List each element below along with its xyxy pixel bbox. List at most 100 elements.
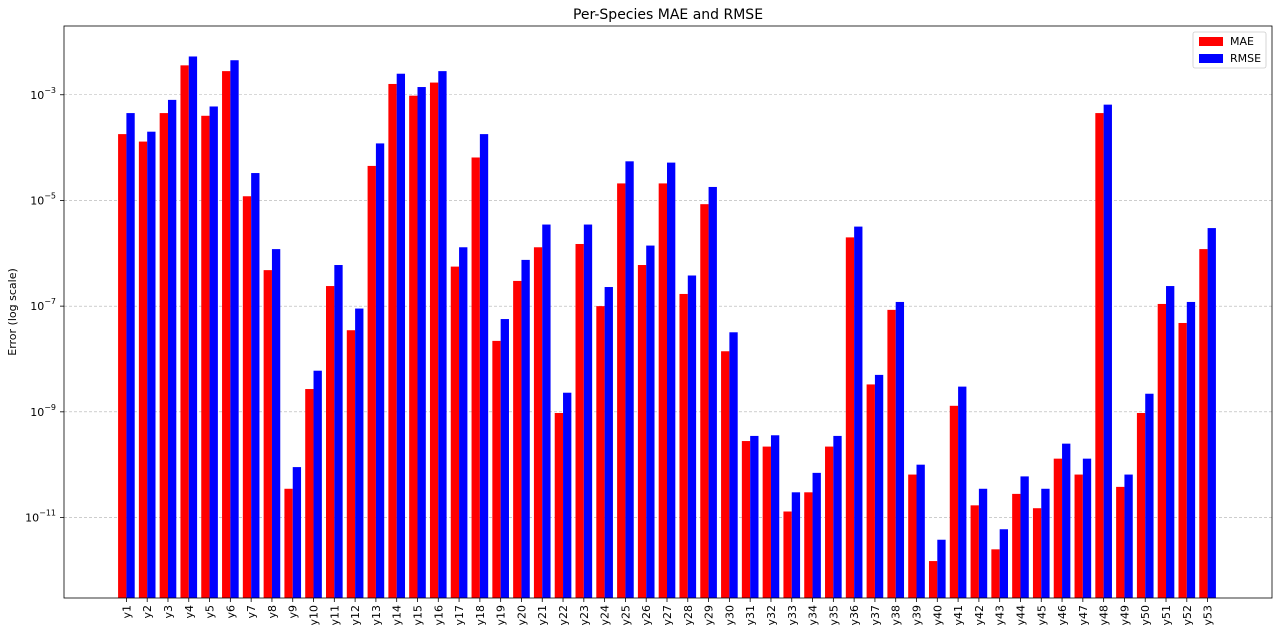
x-tick-label-y9: y9 xyxy=(287,605,300,619)
x-tick-label-y32: y32 xyxy=(765,605,778,626)
bar-rmse-y38 xyxy=(895,301,905,598)
bar-rmse-y26 xyxy=(646,245,655,599)
bar-rmse-y14 xyxy=(396,73,406,598)
bar-rmse-y46 xyxy=(1062,443,1071,598)
bar-mae-y18 xyxy=(471,157,480,599)
bar-rmse-y8 xyxy=(271,249,281,598)
x-tick-label-y4: y4 xyxy=(183,605,196,619)
y-axis-ticks: 10−11 10−9 10−7 10−5 10−3 xyxy=(25,86,64,525)
bar-mae-y23 xyxy=(575,243,584,599)
bar-rmse-y25 xyxy=(625,161,634,598)
bar-rmse-y15 xyxy=(417,87,426,598)
x-tick-label-y49: y49 xyxy=(1118,605,1131,626)
bar-rmse-y50 xyxy=(1145,393,1154,598)
bar-mae-y22 xyxy=(554,413,564,598)
bar-mae-y1 xyxy=(118,134,127,598)
bar-mae-y48 xyxy=(1095,113,1104,599)
bar-rmse-y53 xyxy=(1207,228,1216,598)
legend: MAE RMSE xyxy=(1192,31,1267,69)
bar-rmse-y1 xyxy=(126,113,135,599)
bar-rmse-y49 xyxy=(1124,474,1133,598)
y-axis-label: Error (log scale) xyxy=(6,268,19,356)
bar-mae-y24 xyxy=(596,306,605,598)
x-tick-label-y24: y24 xyxy=(599,605,612,626)
bar-mae-y34 xyxy=(804,492,813,598)
x-tick-label-y44: y44 xyxy=(1014,605,1027,626)
bar-rmse-y4 xyxy=(188,56,198,599)
bar-rmse-y6 xyxy=(230,60,239,598)
legend-swatch-rmse xyxy=(1199,54,1223,63)
bars xyxy=(118,56,1216,599)
legend-label-rmse: RMSE xyxy=(1230,52,1261,65)
bar-rmse-y22 xyxy=(563,392,572,598)
bar-mae-y14 xyxy=(388,83,397,598)
x-tick-label-y38: y38 xyxy=(890,605,903,626)
bar-rmse-y12 xyxy=(355,308,364,598)
x-tick-label-y19: y19 xyxy=(495,605,508,626)
bar-rmse-y34 xyxy=(812,472,821,598)
x-tick-label-y15: y15 xyxy=(411,605,424,626)
bar-rmse-y45 xyxy=(1041,488,1050,598)
x-tick-label-y51: y51 xyxy=(1160,605,1173,626)
bar-mae-y26 xyxy=(637,265,647,598)
bar-rmse-y47 xyxy=(1082,458,1092,598)
bar-mae-y29 xyxy=(700,204,709,598)
bar-mae-y45 xyxy=(1032,508,1042,598)
bar-mae-y13 xyxy=(367,165,376,598)
bar-rmse-y27 xyxy=(667,162,676,598)
x-tick-label-y48: y48 xyxy=(1098,605,1111,626)
bar-rmse-y36 xyxy=(854,226,863,598)
x-tick-label-y25: y25 xyxy=(619,605,632,626)
bar-mae-y10 xyxy=(305,389,314,598)
bar-mae-y38 xyxy=(887,309,896,598)
bar-rmse-y19 xyxy=(500,319,509,598)
bar-mae-y8 xyxy=(263,270,272,598)
x-tick-label-y16: y16 xyxy=(432,605,445,626)
bar-rmse-y31 xyxy=(750,435,759,598)
x-tick-label-y34: y34 xyxy=(807,605,820,626)
x-tick-label-y37: y37 xyxy=(869,605,882,626)
bar-mae-y44 xyxy=(1012,493,1021,598)
bar-mae-y20 xyxy=(513,280,522,598)
bar-rmse-y23 xyxy=(583,224,593,598)
x-tick-label-y35: y35 xyxy=(827,605,840,626)
bar-mae-y52 xyxy=(1178,322,1187,598)
x-tick-label-y31: y31 xyxy=(744,605,757,626)
bar-mae-y50 xyxy=(1136,413,1146,598)
bar-rmse-y42 xyxy=(978,488,988,598)
x-tick-label-y2: y2 xyxy=(141,605,154,619)
bar-rmse-y3 xyxy=(167,99,177,599)
x-tick-label-y11: y11 xyxy=(328,605,341,626)
x-tick-label-y33: y33 xyxy=(786,605,799,626)
x-tick-label-y26: y26 xyxy=(640,605,653,626)
bar-mae-y51 xyxy=(1157,303,1167,598)
bar-mae-y12 xyxy=(346,330,356,598)
x-tick-label-y13: y13 xyxy=(370,605,383,626)
bar-mae-y30 xyxy=(721,351,730,598)
x-tick-label-y42: y42 xyxy=(973,605,986,626)
x-tick-label-y5: y5 xyxy=(204,605,217,619)
bar-mae-y53 xyxy=(1199,249,1208,598)
bar-rmse-y28 xyxy=(687,275,697,598)
x-tick-label-y8: y8 xyxy=(266,605,279,619)
legend-swatch-mae xyxy=(1199,37,1223,46)
x-tick-label-y46: y46 xyxy=(1056,605,1069,626)
bar-mae-y36 xyxy=(845,237,855,598)
bar-mae-y32 xyxy=(762,446,771,598)
bar-mae-y35 xyxy=(825,446,834,598)
bar-mae-y3 xyxy=(159,113,168,599)
x-tick-label-y6: y6 xyxy=(224,605,237,619)
x-tick-label-y18: y18 xyxy=(474,605,487,626)
bar-mae-y6 xyxy=(222,71,231,598)
x-tick-label-y10: y10 xyxy=(308,605,321,626)
x-tick-label-y53: y53 xyxy=(1202,605,1215,626)
x-tick-label-y20: y20 xyxy=(515,605,528,626)
x-tick-label-y7: y7 xyxy=(245,605,258,619)
bar-mae-y39 xyxy=(908,474,917,598)
x-tick-label-y23: y23 xyxy=(578,605,591,626)
bar-rmse-y24 xyxy=(604,287,613,598)
bar-rmse-y29 xyxy=(708,186,717,598)
bar-mae-y47 xyxy=(1074,474,1083,598)
bar-rmse-y10 xyxy=(313,370,322,598)
bar-mae-y17 xyxy=(450,266,460,598)
